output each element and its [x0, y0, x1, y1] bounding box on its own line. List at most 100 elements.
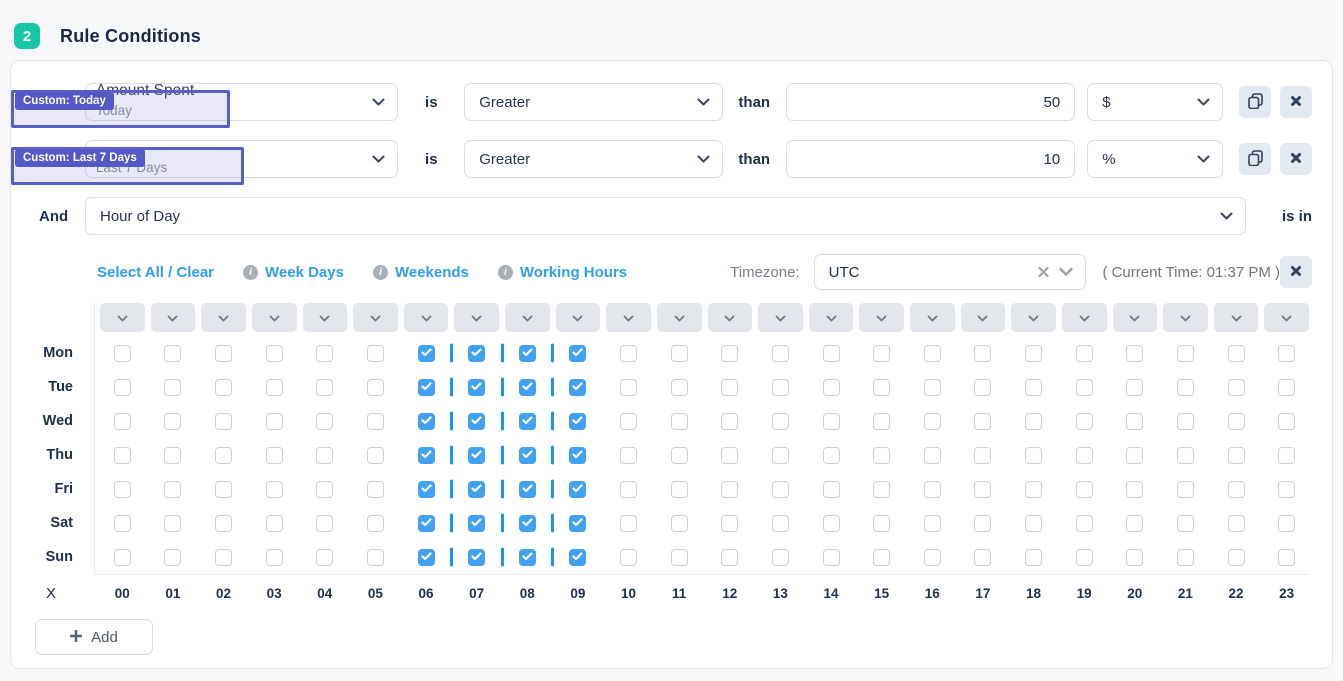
- hour-checkbox[interactable]: [923, 412, 941, 430]
- hour-checkbox[interactable]: [1176, 378, 1194, 396]
- hour-checkbox[interactable]: [316, 344, 334, 362]
- hour-checkbox[interactable]: [316, 446, 334, 464]
- hour-checkbox[interactable]: [468, 514, 486, 532]
- add-condition-button[interactable]: Add: [35, 619, 153, 655]
- hour-checkbox[interactable]: [113, 548, 131, 566]
- hour-checkbox[interactable]: [569, 412, 587, 430]
- hour-checkbox[interactable]: [164, 514, 182, 532]
- hour-checkbox[interactable]: [771, 548, 789, 566]
- hour-checkbox[interactable]: [1126, 412, 1144, 430]
- hour-checkbox[interactable]: [721, 548, 739, 566]
- hour-checkbox[interactable]: [670, 446, 688, 464]
- hour-checkbox[interactable]: [215, 378, 233, 396]
- hour-checkbox[interactable]: [468, 480, 486, 498]
- unit-select[interactable]: %: [1087, 140, 1224, 178]
- remove-hour-condition-button[interactable]: [1280, 256, 1312, 288]
- hour-checkbox[interactable]: [1126, 480, 1144, 498]
- hour-checkbox[interactable]: [113, 378, 131, 396]
- preset-working-hours[interactable]: i Working Hours: [497, 264, 627, 281]
- threshold-value-input[interactable]: [785, 83, 1076, 121]
- hour-checkbox[interactable]: [1176, 514, 1194, 532]
- hour-checkbox[interactable]: [923, 344, 941, 362]
- hour-checkbox[interactable]: [620, 378, 638, 396]
- hour-checkbox[interactable]: [316, 378, 334, 396]
- hour-checkbox[interactable]: [771, 344, 789, 362]
- hour-column-dropdown[interactable]: [1061, 302, 1107, 332]
- hour-checkbox[interactable]: [366, 378, 384, 396]
- hour-checkbox[interactable]: [1126, 514, 1144, 532]
- hour-checkbox[interactable]: [417, 344, 435, 362]
- hour-checkbox[interactable]: [113, 412, 131, 430]
- hour-column-dropdown[interactable]: [960, 302, 1006, 332]
- hour-checkbox[interactable]: [113, 480, 131, 498]
- hour-checkbox[interactable]: [873, 480, 891, 498]
- hour-column-dropdown[interactable]: [910, 302, 955, 332]
- hour-checkbox[interactable]: [569, 446, 587, 464]
- hour-checkbox[interactable]: [771, 412, 789, 430]
- hour-checkbox[interactable]: [366, 446, 384, 464]
- hour-checkbox[interactable]: [1176, 480, 1194, 498]
- hour-checkbox[interactable]: [822, 514, 840, 532]
- hour-checkbox[interactable]: [164, 548, 182, 566]
- hour-column-dropdown[interactable]: [403, 302, 449, 332]
- hour-checkbox[interactable]: [721, 514, 739, 532]
- hour-checkbox[interactable]: [265, 548, 283, 566]
- axis-corner-label[interactable]: X: [45, 584, 56, 602]
- hour-column-dropdown[interactable]: [555, 302, 601, 332]
- hour-checkbox[interactable]: [620, 446, 638, 464]
- hour-checkbox[interactable]: [265, 446, 283, 464]
- hour-checkbox[interactable]: [569, 514, 587, 532]
- hour-checkbox[interactable]: [1025, 378, 1043, 396]
- hour-checkbox[interactable]: [670, 514, 688, 532]
- hour-checkbox[interactable]: [1227, 412, 1245, 430]
- hour-column-dropdown[interactable]: [454, 302, 499, 332]
- hour-checkbox[interactable]: [215, 548, 233, 566]
- hour-checkbox[interactable]: [265, 412, 283, 430]
- preset-week-days[interactable]: i Week Days: [243, 264, 344, 281]
- hour-checkbox[interactable]: [923, 446, 941, 464]
- hour-checkbox[interactable]: [721, 378, 739, 396]
- hour-column-dropdown[interactable]: [859, 302, 904, 332]
- hour-checkbox[interactable]: [1025, 446, 1043, 464]
- hour-checkbox[interactable]: [265, 480, 283, 498]
- remove-condition-button[interactable]: [1280, 143, 1313, 175]
- hour-checkbox[interactable]: [215, 446, 233, 464]
- hour-checkbox[interactable]: [974, 412, 992, 430]
- hour-checkbox[interactable]: [417, 514, 435, 532]
- hour-column-dropdown[interactable]: [505, 302, 550, 332]
- hour-checkbox[interactable]: [164, 344, 182, 362]
- hour-checkbox[interactable]: [518, 514, 536, 532]
- hour-checkbox[interactable]: [771, 378, 789, 396]
- hour-checkbox[interactable]: [366, 480, 384, 498]
- hour-checkbox[interactable]: [1278, 378, 1296, 396]
- hour-checkbox[interactable]: [164, 446, 182, 464]
- hour-column-dropdown[interactable]: [251, 302, 297, 332]
- hour-checkbox[interactable]: [1176, 548, 1194, 566]
- hour-checkbox[interactable]: [366, 514, 384, 532]
- hour-checkbox[interactable]: [417, 412, 435, 430]
- hour-checkbox[interactable]: [417, 378, 435, 396]
- hour-checkbox[interactable]: [518, 412, 536, 430]
- hour-checkbox[interactable]: [1176, 446, 1194, 464]
- hour-checkbox[interactable]: [1278, 548, 1296, 566]
- hour-checkbox[interactable]: [1227, 344, 1245, 362]
- metric-select[interactable]: Amount Spent Today: [84, 82, 399, 121]
- hour-column-dropdown[interactable]: [707, 302, 753, 332]
- hour-checkbox[interactable]: [1025, 412, 1043, 430]
- hour-checkbox[interactable]: [670, 378, 688, 396]
- hour-checkbox[interactable]: [822, 480, 840, 498]
- hour-checkbox[interactable]: [873, 548, 891, 566]
- hour-checkbox[interactable]: [215, 514, 233, 532]
- hour-checkbox[interactable]: [771, 480, 789, 498]
- hour-checkbox[interactable]: [974, 344, 992, 362]
- hour-column-dropdown[interactable]: [150, 302, 196, 332]
- hour-column-dropdown[interactable]: [302, 302, 348, 332]
- hour-checkbox[interactable]: [1075, 344, 1093, 362]
- hour-checkbox[interactable]: [923, 480, 941, 498]
- hour-checkbox[interactable]: [822, 446, 840, 464]
- hour-column-dropdown[interactable]: [353, 302, 398, 332]
- timezone-select[interactable]: UTC: [813, 254, 1087, 290]
- hour-checkbox[interactable]: [518, 344, 536, 362]
- unit-select[interactable]: $: [1087, 83, 1224, 121]
- remove-condition-button[interactable]: [1280, 86, 1313, 118]
